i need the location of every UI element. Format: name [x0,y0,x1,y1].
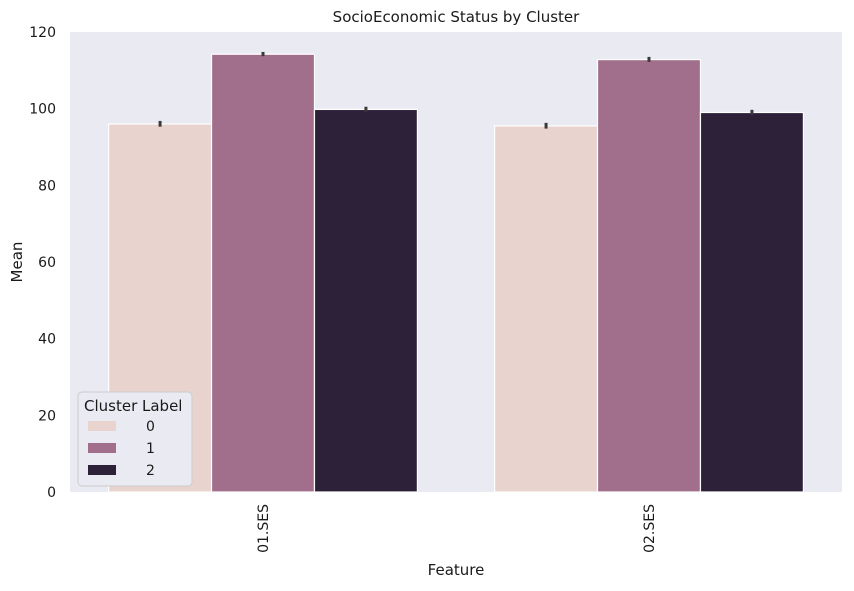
error-bars-layer [158,51,754,129]
legend-box [77,391,193,487]
legend-items: 0 1 2 [88,419,155,479]
bar-cluster-1-02.SES [596,58,702,493]
y-tick-label: 0 [47,485,56,501]
legend-swatch [88,443,116,453]
legend-swatch [88,465,116,475]
legend-label: 1 [146,441,155,457]
bar-cluster-2-02.SES [699,111,805,493]
legend-title: Cluster Label [84,397,182,415]
bar-cluster-1-01.SES [210,53,316,493]
legend-label: 2 [146,463,155,479]
y-tick-label: 20 [38,408,56,424]
y-tick-label: 120 [29,25,56,41]
x-tick-label: 01.SES [256,504,272,553]
y-tick-label: 80 [38,178,56,194]
y-axis-label: Mean [8,242,26,283]
x-tick-label: 02.SES [642,504,658,553]
bar-cluster-2-01.SES [313,108,419,493]
y-axis-ticks: 0 20 40 60 80 100 120 [29,25,56,501]
y-tick-label: 100 [29,102,56,118]
chart-title: SocioEconomic Status by Cluster [333,8,580,26]
y-tick-label: 60 [38,255,56,271]
y-tick-label: 40 [38,332,56,348]
bar-cluster-0-02.SES [494,125,599,493]
legend-swatch [88,421,116,431]
bars-layer [107,53,805,493]
legend: Cluster Label 0 1 2 [77,391,193,487]
x-axis-ticks: 01.SES 02.SES [256,504,658,553]
x-axis-label: Feature [428,561,485,579]
legend-label: 0 [146,419,155,435]
